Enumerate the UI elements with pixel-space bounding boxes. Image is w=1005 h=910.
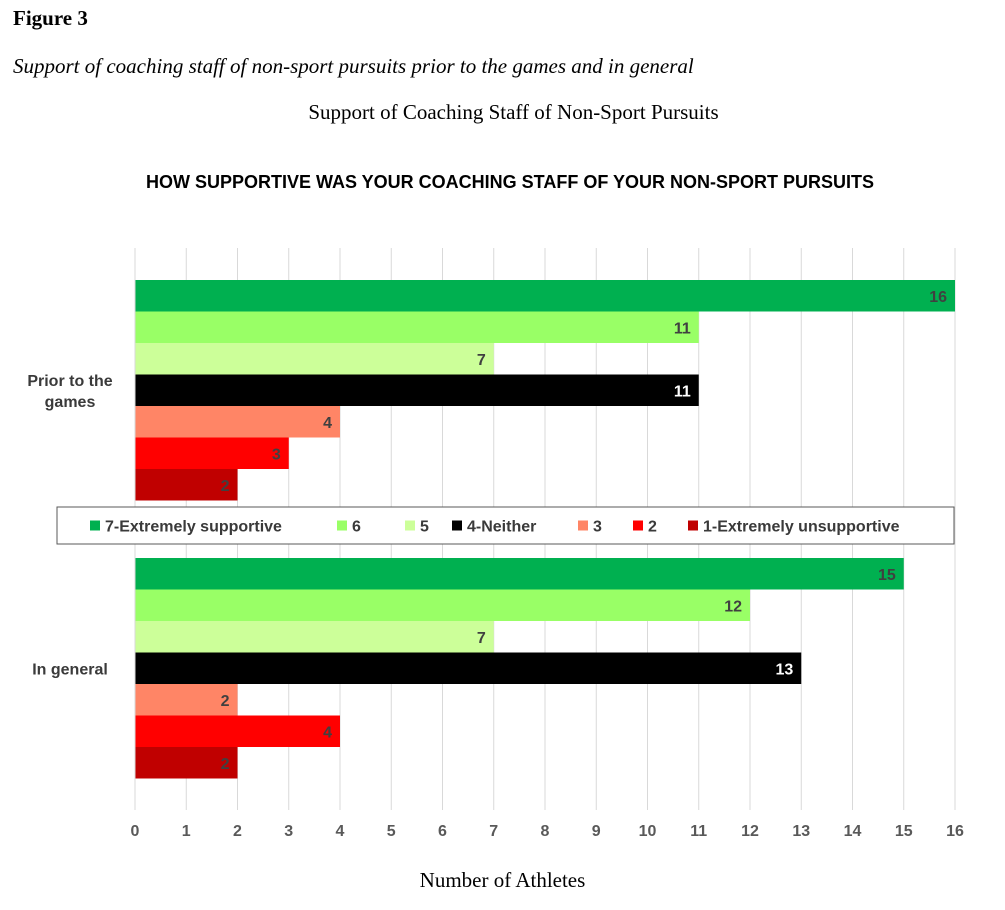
x-tick-label: 0 (131, 823, 140, 840)
bar (135, 469, 238, 501)
data-label: 2 (221, 693, 230, 710)
legend-item: 4-Neither (467, 519, 536, 536)
bar (135, 589, 750, 621)
data-label: 15 (878, 567, 896, 584)
legend-item: 5 (420, 519, 429, 536)
legend-swatch (633, 520, 643, 531)
legend-swatch (578, 520, 588, 531)
data-label: 3 (272, 446, 281, 463)
legend-swatch (337, 520, 347, 531)
bar (135, 621, 494, 653)
x-tick-label: 11 (690, 823, 707, 840)
bar (135, 311, 699, 343)
legend-swatch (90, 520, 100, 531)
figure-label: Figure 3 (13, 6, 88, 30)
data-label: 7 (477, 630, 486, 647)
bar (135, 715, 340, 747)
x-tick-label: 4 (336, 823, 345, 840)
data-label: 16 (929, 289, 947, 306)
x-axis-title: Number of Athletes (419, 868, 586, 892)
x-tick-label: 15 (895, 823, 913, 840)
x-tick-label: 10 (639, 823, 657, 840)
legend-swatch (688, 520, 698, 531)
data-label: 4 (323, 415, 332, 432)
chart-title: HOW SUPPORTIVE WAS YOUR COACHING STAFF O… (146, 172, 874, 192)
data-label: 13 (775, 661, 793, 678)
legend-item: 2 (648, 519, 657, 536)
x-tick-label: 6 (438, 823, 447, 840)
data-label: 4 (323, 724, 332, 741)
category-label: In general (32, 661, 108, 678)
legend-box (56, 506, 955, 545)
category-label: Prior to the games (27, 373, 112, 411)
x-tick-label: 2 (233, 823, 242, 840)
x-tick-label: 1 (182, 823, 191, 840)
figure-caption: Support of coaching staff of non-sport p… (13, 54, 694, 78)
bar (135, 747, 238, 779)
x-tick-label: 16 (946, 823, 964, 840)
x-tick-label: 14 (844, 823, 862, 840)
x-tick-label: 5 (387, 823, 396, 840)
legend-item: 3 (593, 519, 602, 536)
bar (135, 558, 904, 590)
legend-item: 6 (352, 519, 361, 536)
data-label: 12 (724, 598, 742, 615)
bar (135, 343, 494, 375)
x-tick-label: 9 (592, 823, 601, 840)
legend-swatch (452, 520, 462, 531)
x-tick-label: 13 (792, 823, 810, 840)
bar (135, 684, 238, 716)
data-label: 11 (674, 320, 691, 337)
x-tick-label: 7 (489, 823, 498, 840)
bar (135, 374, 699, 406)
data-label: 2 (221, 478, 230, 495)
data-label: 11 (674, 383, 691, 400)
legend-item: 1-Extremely unsupportive (703, 519, 900, 536)
data-label: 7 (477, 352, 486, 369)
bar (135, 406, 340, 438)
figure-subtitle: Support of Coaching Staff of Non-Sport P… (308, 100, 719, 124)
bar (135, 280, 955, 312)
x-tick-label: 8 (541, 823, 550, 840)
x-tick-label: 3 (284, 823, 293, 840)
x-tick-label: 12 (741, 823, 759, 840)
bar (135, 652, 802, 684)
bar (135, 437, 289, 469)
legend-swatch (405, 520, 415, 531)
data-label: 2 (221, 756, 230, 773)
legend-item: 7-Extremely supportive (105, 519, 282, 536)
